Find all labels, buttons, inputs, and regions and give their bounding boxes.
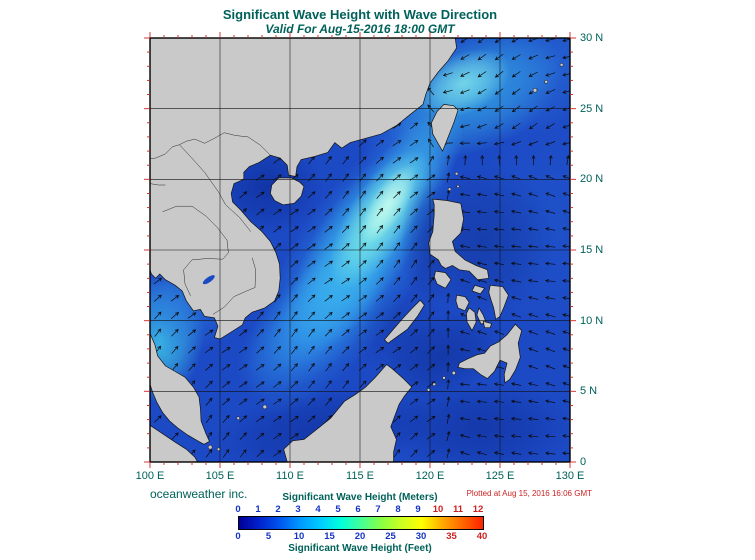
legend-title-feet: Significant Wave Height (Feet) bbox=[288, 543, 432, 554]
feet-tick-label: 10 bbox=[293, 531, 305, 542]
plotted-timestamp: Plotted at Aug 15, 2016 16:06 GMT bbox=[466, 489, 592, 498]
grid-lines bbox=[150, 38, 570, 462]
meters-tick-label: 10 bbox=[432, 504, 444, 515]
meters-tick-label: 9 bbox=[415, 504, 421, 515]
meters-tick-label: 0 bbox=[235, 504, 241, 515]
x-tick-label: 105 E bbox=[205, 470, 235, 482]
legend-title-meters: Significant Wave Height (Meters) bbox=[282, 492, 438, 503]
meters-tick-label: 5 bbox=[335, 504, 341, 515]
meters-tick-label: 2 bbox=[275, 504, 281, 515]
map-figure: 100 E 105 E 110 E 115 E 120 E 125 E 130 E 0 5 N… bbox=[136, 30, 630, 496]
tonle-sap-lake bbox=[202, 275, 215, 285]
meters-tick-label: 12 bbox=[472, 504, 484, 515]
meters-tick-label: 3 bbox=[295, 504, 301, 515]
feet-tick-label: 35 bbox=[446, 531, 457, 542]
x-tick-label: 110 E bbox=[276, 470, 304, 482]
x-tick-label: 120 E bbox=[415, 470, 445, 482]
feet-tick-label: 0 bbox=[235, 531, 241, 542]
meters-tick-label: 7 bbox=[375, 504, 381, 515]
x-tick-label: 100 E bbox=[135, 470, 165, 482]
feet-tick-label: 15 bbox=[324, 531, 335, 542]
y-tick-label: 10 N bbox=[580, 314, 604, 327]
feet-tick-label: 30 bbox=[415, 531, 427, 542]
credit-text: oceanweather inc. bbox=[150, 487, 248, 501]
x-tick-label: 130 E bbox=[555, 470, 585, 482]
meters-tick-label: 4 bbox=[315, 504, 321, 515]
x-tick-label: 115 E bbox=[346, 470, 374, 482]
y-tick-label: 15 N bbox=[580, 244, 604, 256]
meters-tick-label: 11 bbox=[452, 504, 464, 515]
y-tick-label: 25 N bbox=[580, 102, 604, 115]
page-title: Significant Wave Height with Wave Direct… bbox=[222, 7, 498, 22]
y-tick-label: 5 N bbox=[580, 385, 598, 398]
feet-tick-label: 40 bbox=[476, 531, 488, 542]
feet-tick-label: 20 bbox=[354, 531, 366, 542]
y-tick-label: 30 N bbox=[580, 32, 604, 44]
page-subtitle: Valid For Aug-15-2016 18:00 GMT bbox=[265, 22, 455, 36]
map-frame-and-ticks bbox=[144, 32, 576, 468]
wave-map-canvas bbox=[144, 32, 576, 468]
meters-tick-label: 8 bbox=[395, 504, 401, 515]
x-tick-label: 125 E bbox=[485, 470, 515, 482]
y-tick-label: 20 N bbox=[580, 173, 604, 186]
y-tick-label: 0 bbox=[580, 456, 587, 468]
wave-direction-arrows bbox=[153, 38, 570, 459]
meters-tick-label: 6 bbox=[355, 504, 361, 515]
land-layer bbox=[150, 38, 564, 462]
feet-tick-label: 25 bbox=[385, 531, 396, 542]
colorbar bbox=[238, 516, 484, 530]
feet-tick-label: 5 bbox=[265, 531, 272, 542]
meters-tick-label: 1 bbox=[255, 504, 261, 515]
